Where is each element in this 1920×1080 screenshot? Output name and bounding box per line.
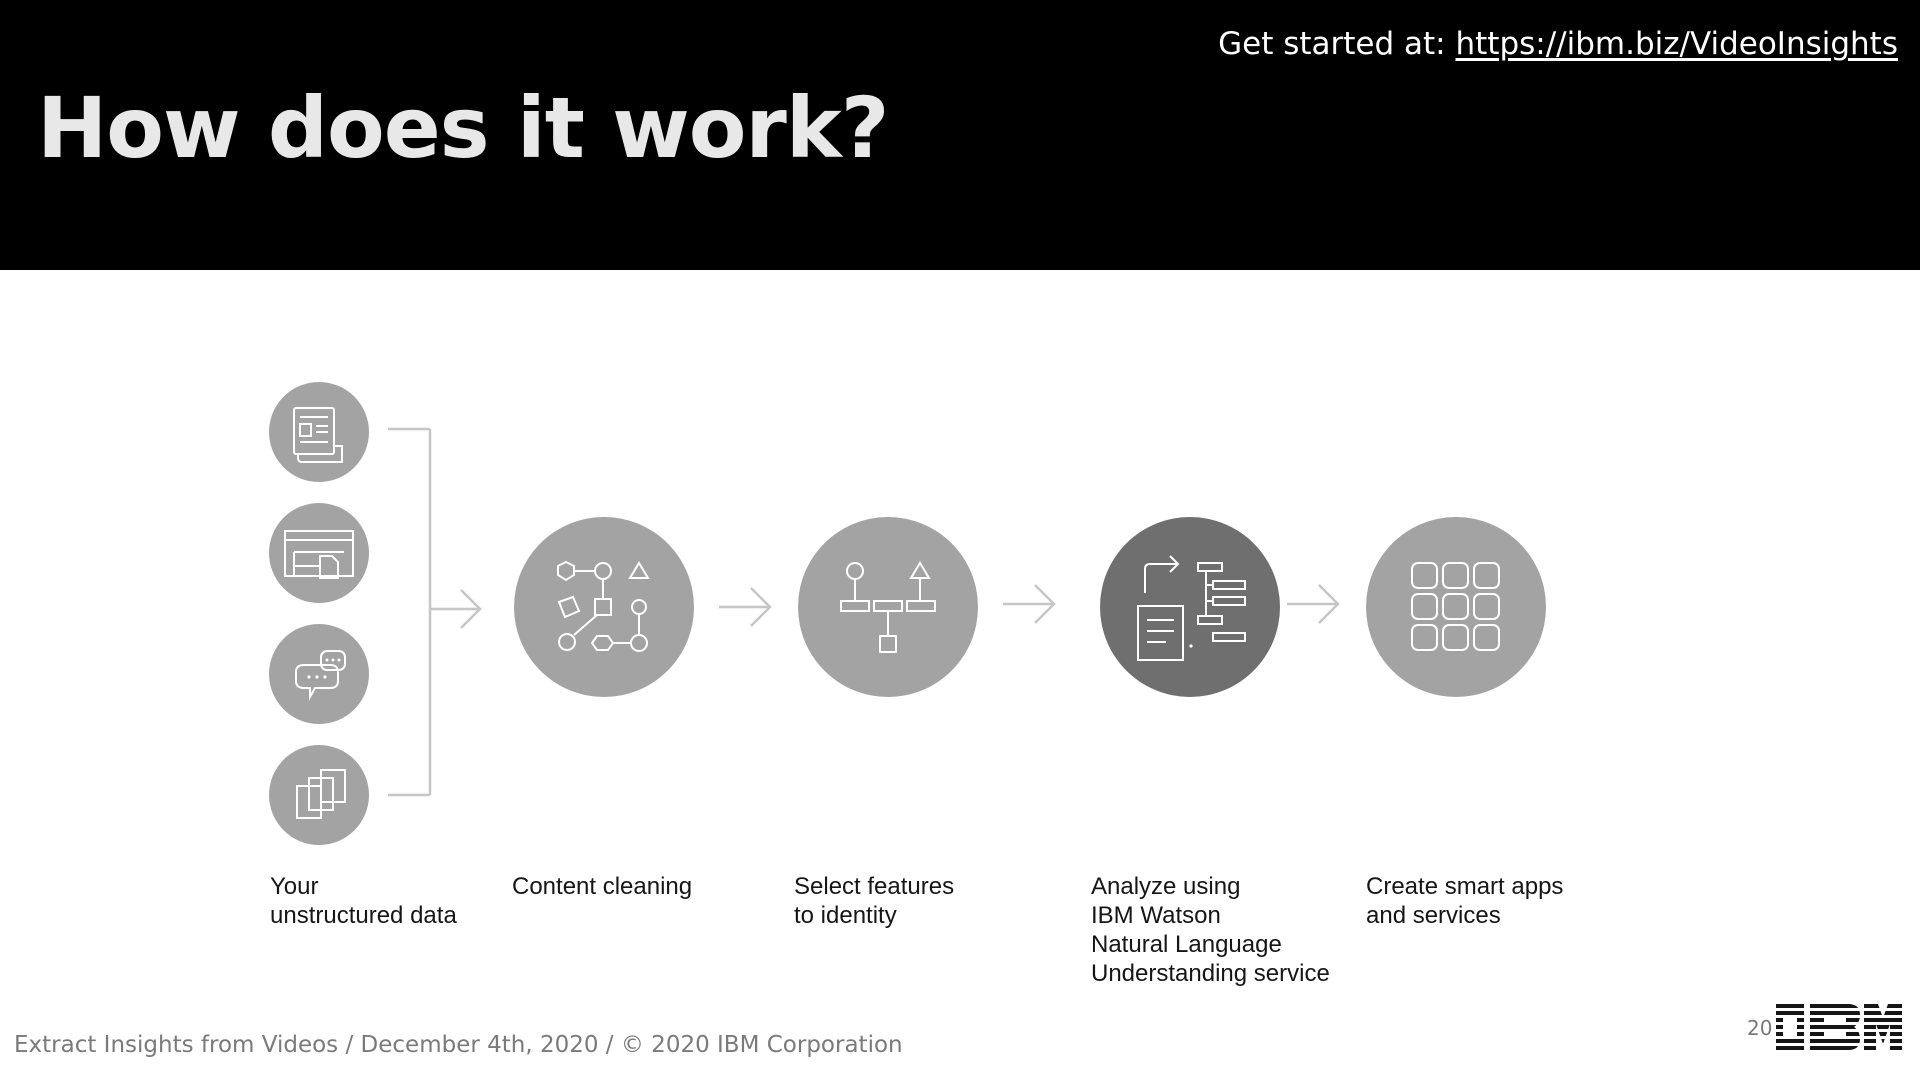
step-select-features [798, 517, 978, 697]
step-analyze-watson [1100, 517, 1280, 697]
get-started-link[interactable]: https://ibm.biz/VideoInsights [1455, 26, 1898, 62]
arrow-2 [1003, 584, 1056, 624]
chat-bubbles-icon [295, 650, 346, 701]
web-page-icon [284, 530, 354, 579]
step-smart-apps [1366, 517, 1546, 697]
feature-tree-icon [840, 561, 936, 653]
source-chat [269, 624, 369, 724]
source-newspaper [269, 382, 369, 482]
title-banner: How does it work? Get started at: https:… [0, 0, 1920, 270]
step-label-select-features: Select features to identity [794, 873, 955, 929]
get-started-prefix: Get started at: [1218, 26, 1456, 62]
arrow-3 [1287, 584, 1340, 624]
app-grid-icon [1411, 562, 1500, 651]
step-label-content-cleaning: Content cleaning [512, 873, 693, 900]
page-number: 20 [1747, 1016, 1773, 1040]
shapes-flow-icon [557, 560, 650, 652]
step-label-unstructured-data: Your unstructured data [270, 873, 457, 929]
documents-icon [296, 769, 346, 819]
document-analysis-icon [1137, 555, 1246, 661]
newspaper-icon [293, 407, 343, 463]
ibm-logo [1776, 1004, 1902, 1050]
step-label-analyze-watson: Analyze using IBM Watson Natural Languag… [1091, 873, 1330, 987]
step-label-smart-apps: Create smart apps and services [1366, 873, 1564, 929]
source-documents [269, 745, 369, 845]
page-title: How does it work? [37, 79, 889, 177]
source-web-page [269, 503, 369, 603]
source-bracket [388, 427, 482, 797]
get-started-line: Get started at: https://ibm.biz/VideoIns… [1218, 24, 1898, 64]
arrow-1 [719, 587, 772, 627]
step-content-cleaning [514, 517, 694, 697]
footer-caption: Extract Insights from Videos / December … [14, 1032, 903, 1058]
